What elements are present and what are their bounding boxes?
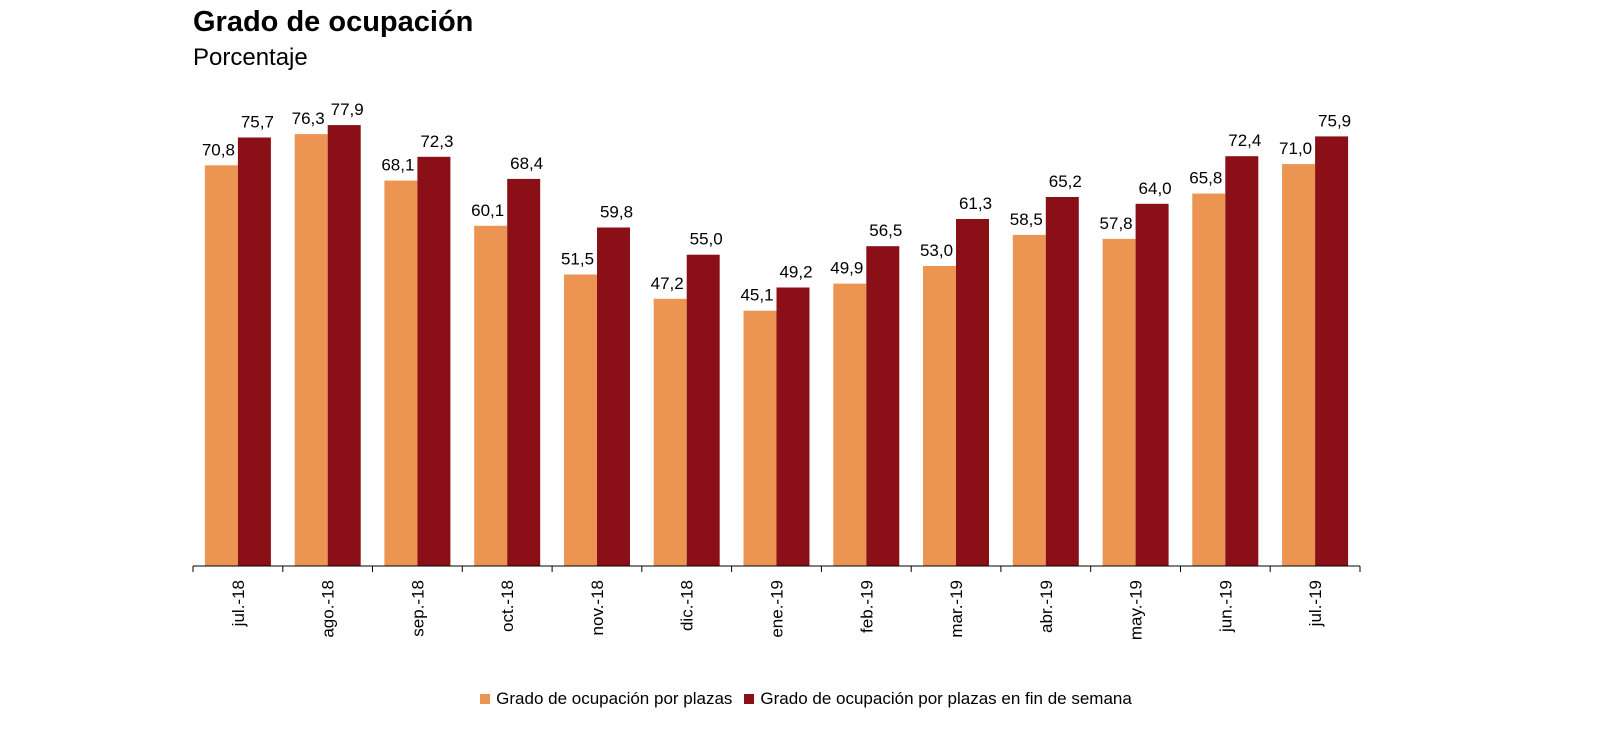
x-tick-label-9: abr.-19 — [1037, 580, 1056, 633]
legend-label-plazas: Grado de ocupación por plazas — [496, 689, 733, 708]
x-tick-label-0: jul.-18 — [229, 580, 248, 627]
bar-plazas-12 — [1282, 164, 1316, 566]
bar-plazas-11 — [1192, 193, 1226, 566]
value-label-fin-de-semana-12: 75,9 — [1318, 111, 1351, 130]
x-tick-label-4: nov.-18 — [588, 580, 607, 635]
bar-plazas-3 — [474, 225, 508, 567]
bar-fin-de-semana-5 — [686, 254, 720, 566]
bar-fin-de-semana-11 — [1225, 156, 1259, 566]
value-label-fin-de-semana-3: 68,4 — [510, 154, 543, 173]
value-label-fin-de-semana-5: 55,0 — [690, 230, 723, 249]
value-label-plazas-10: 57,8 — [1100, 214, 1133, 233]
bar-fin-de-semana-7 — [866, 246, 900, 566]
bars-layer — [204, 125, 1349, 567]
value-label-plazas-12: 71,0 — [1279, 139, 1312, 158]
bar-plazas-6 — [743, 310, 777, 566]
value-label-fin-de-semana-4: 59,8 — [600, 203, 633, 222]
bar-plazas-5 — [653, 298, 687, 566]
value-label-fin-de-semana-7: 56,5 — [869, 221, 902, 240]
value-label-plazas-1: 76,3 — [292, 109, 325, 128]
value-label-fin-de-semana-11: 72,4 — [1228, 131, 1261, 150]
chart-title: Grado de ocupación — [193, 6, 474, 38]
bar-fin-de-semana-0 — [237, 137, 271, 566]
bar-fin-de-semana-9 — [1045, 197, 1079, 566]
value-label-fin-de-semana-1: 77,9 — [331, 100, 364, 119]
x-tick-label-3: oct.-18 — [498, 580, 517, 632]
bar-plazas-8 — [923, 266, 956, 566]
legend-item-plazas: Grado de ocupación por plazas — [480, 689, 732, 709]
bar-plazas-9 — [1012, 234, 1046, 566]
value-label-fin-de-semana-8: 61,3 — [959, 194, 992, 213]
x-tick-label-5: dic.-18 — [678, 580, 697, 631]
value-label-plazas-9: 58,5 — [1010, 210, 1043, 229]
value-label-plazas-0: 70,8 — [202, 140, 235, 159]
bar-plazas-2 — [384, 180, 418, 566]
x-tick-label-10: may.-19 — [1127, 580, 1146, 640]
legend: Grado de ocupación por plazas Grado de o… — [0, 689, 1612, 709]
bar-fin-de-semana-4 — [597, 227, 630, 566]
x-tick-label-12: jul.-19 — [1306, 580, 1325, 627]
value-label-fin-de-semana-6: 49,2 — [779, 263, 812, 282]
value-label-fin-de-semana-2: 72,3 — [420, 132, 453, 151]
value-label-plazas-6: 45,1 — [740, 286, 773, 305]
bar-plazas-10 — [1102, 238, 1136, 566]
bar-plazas-1 — [294, 134, 328, 566]
value-label-plazas-5: 47,2 — [651, 274, 684, 293]
value-labels-layer: 70,8 75,7 76,3 77,9 68,1 72,3 60,1 68,4 51,5 59,8… — [202, 100, 1351, 305]
bar-plazas-4 — [564, 274, 597, 566]
bar-fin-de-semana-10 — [1135, 203, 1169, 567]
bar-fin-de-semana-12 — [1315, 136, 1349, 566]
legend-label-fin-de-semana: Grado de ocupación por plazas en fin de … — [760, 689, 1132, 708]
value-label-fin-de-semana-0: 75,7 — [241, 113, 274, 132]
x-tick-label-6: ene.-19 — [768, 580, 787, 638]
x-axis: jul.-18 ago.-18 sep.-18 oct.-18 nov.-18 dic.-… — [192, 565, 1361, 640]
x-tick-label-7: feb.-19 — [857, 580, 876, 633]
legend-item-fin-de-semana: Grado de ocupación por plazas en fin de … — [744, 689, 1132, 709]
value-label-plazas-11: 65,8 — [1189, 169, 1222, 188]
value-label-plazas-3: 60,1 — [471, 201, 504, 220]
legend-swatch-fin-de-semana — [744, 694, 755, 704]
value-label-fin-de-semana-9: 65,2 — [1049, 172, 1082, 191]
value-label-plazas-4: 51,5 — [561, 250, 594, 269]
value-label-fin-de-semana-10: 64,0 — [1139, 179, 1172, 198]
chart-subtitle: Porcentaje — [193, 44, 308, 71]
value-label-plazas-8: 53,0 — [920, 241, 953, 260]
x-tick-label-2: sep.-18 — [408, 580, 427, 637]
bar-fin-de-semana-6 — [776, 287, 810, 566]
bar-fin-de-semana-2 — [417, 156, 451, 567]
value-label-plazas-2: 68,1 — [381, 156, 414, 175]
legend-swatch-plazas — [480, 694, 491, 704]
x-tick-label-8: mar.-19 — [947, 580, 966, 638]
x-tick-label-11: jun.-19 — [1216, 580, 1235, 633]
value-label-plazas-7: 49,9 — [830, 259, 863, 278]
bar-plazas-7 — [833, 283, 867, 566]
bar-fin-de-semana-1 — [327, 125, 361, 566]
bar-fin-de-semana-8 — [956, 219, 989, 566]
bar-fin-de-semana-3 — [507, 178, 541, 566]
x-tick-label-1: ago.-18 — [319, 580, 338, 638]
bar-plazas-0 — [204, 165, 238, 567]
